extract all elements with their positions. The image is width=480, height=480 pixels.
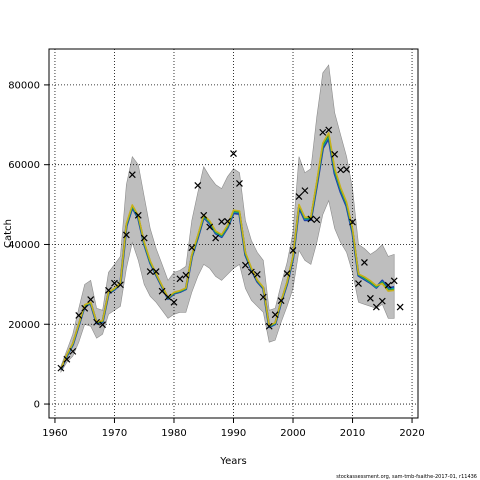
- observed-point: [57, 364, 65, 372]
- confidence-band-layer: [60, 64, 395, 374]
- observed-point: [325, 126, 333, 134]
- y-axis-title: Catch: [3, 219, 14, 248]
- observed-point: [295, 193, 303, 201]
- observed-point: [75, 312, 83, 319]
- observed-point: [93, 318, 101, 326]
- series-line-4: [60, 132, 395, 370]
- observed-point: [247, 268, 255, 276]
- observed-point: [194, 182, 202, 189]
- observed-point: [63, 355, 71, 363]
- observed-point: [182, 271, 190, 279]
- observed-point: [241, 261, 249, 269]
- observed-point: [164, 293, 172, 301]
- observed-point: [384, 281, 392, 289]
- observed-point: [170, 298, 178, 306]
- observed-point: [134, 211, 142, 219]
- observed-point: [212, 234, 220, 242]
- observed-point: [265, 322, 273, 330]
- observed-point: [331, 150, 339, 158]
- series-layer: [59, 132, 395, 371]
- x-tick-label: 1960: [42, 428, 67, 439]
- x-tick-label: 1980: [161, 428, 186, 439]
- observed-point: [128, 171, 136, 179]
- observed-point: [319, 128, 327, 136]
- observed-point: [176, 275, 184, 283]
- observed-point: [200, 211, 208, 219]
- observed-point: [99, 321, 106, 329]
- footnote: stockassessment.org, sam-tmb-fsaithe-201…: [336, 474, 477, 480]
- x-axis-title: Years: [219, 456, 246, 467]
- observed-point: [152, 268, 160, 276]
- observed-point: [111, 279, 118, 287]
- observed-point: [366, 294, 374, 302]
- observed-point: [372, 303, 380, 311]
- x-axis: 1960 1970 1980 1990 2000 2010 2020: [42, 418, 425, 439]
- observed-point: [158, 287, 166, 295]
- observed-point: [122, 231, 130, 239]
- x-tick-label: 2010: [340, 428, 365, 439]
- observed-point: [289, 247, 297, 254]
- x-tick-label: 1990: [221, 428, 246, 439]
- observed-points-layer: [57, 126, 404, 372]
- x-tick-label: 1970: [102, 428, 127, 439]
- observed-point: [218, 218, 226, 226]
- x-tick-label: 2020: [399, 428, 424, 439]
- observed-point: [230, 150, 237, 157]
- confidence-band: [60, 64, 395, 374]
- observed-point: [307, 215, 315, 223]
- y-tick-label: 80000: [8, 80, 40, 91]
- observed-point: [116, 281, 124, 289]
- observed-point: [349, 218, 356, 226]
- observed-point: [283, 270, 291, 278]
- y-tick-label: 60000: [8, 160, 40, 171]
- y-tick-label: 0: [34, 400, 40, 411]
- observed-point: [337, 166, 345, 174]
- x-tick-label: 2000: [280, 428, 305, 439]
- observed-point: [146, 268, 154, 276]
- observed-point: [277, 297, 285, 305]
- observed-point: [396, 303, 404, 311]
- y-axis: 0 20000 40000 60000 80000: [8, 80, 49, 411]
- observed-point: [105, 286, 112, 294]
- observed-point: [81, 304, 89, 312]
- observed-point: [361, 258, 368, 266]
- observed-point: [378, 297, 386, 305]
- observed-point: [69, 347, 77, 355]
- observed-point: [253, 270, 261, 278]
- observed-point: [87, 296, 95, 303]
- observed-point: [343, 166, 351, 173]
- observed-point: [236, 180, 243, 187]
- observed-point: [140, 234, 148, 242]
- observed-point: [271, 311, 279, 319]
- y-tick-label: 20000: [8, 320, 40, 331]
- observed-point: [355, 280, 362, 287]
- observed-point: [301, 187, 309, 195]
- observed-point: [188, 244, 196, 252]
- observed-point: [259, 293, 267, 301]
- observed-point: [206, 223, 214, 231]
- y-tick-label: 40000: [8, 240, 40, 251]
- observed-point: [313, 216, 321, 224]
- observed-point: [390, 277, 398, 285]
- observed-point: [224, 217, 231, 225]
